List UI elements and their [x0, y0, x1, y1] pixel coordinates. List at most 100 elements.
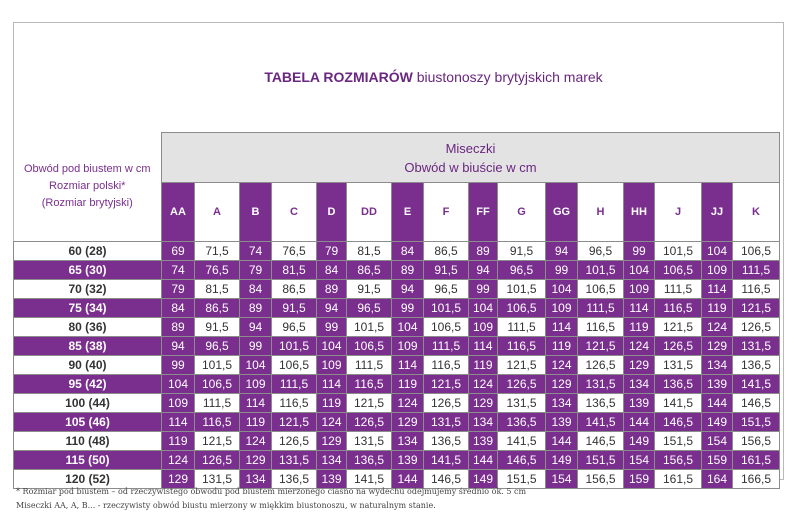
table-row: 90 (40) 99 101,5 104 106,5 109 111,5 114 116,5 11… — [13, 355, 780, 375]
table-cell: 109 — [623, 279, 655, 299]
table-cell: 116,5 — [497, 336, 546, 356]
table-cell: 111,5 — [577, 298, 624, 318]
table-cell: 106,5 — [271, 355, 317, 375]
table-cell: 144 — [701, 393, 733, 413]
table-cell: 136,5 — [654, 374, 702, 394]
table-cell: 86,5 — [423, 241, 469, 261]
table-cell: 121,5 — [346, 393, 392, 413]
table-cell: 111,5 — [271, 374, 317, 394]
table-cell: 111,5 — [732, 260, 780, 280]
row-label: 80 (36) — [13, 317, 162, 337]
table-cell: 121,5 — [497, 355, 546, 375]
table-cell: 134 — [316, 450, 347, 470]
table-cell: 79 — [161, 279, 195, 299]
table-cell: 161,5 — [654, 469, 702, 489]
table-row: 110 (48) 119 121,5 124 126,5 129 131,5 134 136,5… — [13, 431, 780, 451]
row-label: 100 (44) — [13, 393, 162, 413]
table-cell: 104 — [239, 355, 272, 375]
table-cell: 86,5 — [271, 279, 317, 299]
page-title: TABELA ROZMIARÓW biustonoszy brytyjskich… — [264, 69, 602, 85]
table-cell: 91,5 — [497, 241, 546, 261]
table-cell: 116,5 — [194, 412, 240, 432]
table-cell: 146,5 — [577, 431, 624, 451]
row-label: 95 (42) — [13, 374, 162, 394]
table-cell: 91,5 — [271, 298, 317, 318]
table-cell: 106,5 — [346, 336, 392, 356]
table-cell: 71,5 — [194, 241, 240, 261]
table-cell: 79 — [316, 241, 347, 261]
table-cell: 121,5 — [577, 336, 624, 356]
table-cell: 164 — [701, 469, 733, 489]
table-cell: 129 — [468, 393, 498, 413]
table-cell: 76,5 — [194, 260, 240, 280]
table-cell: 119 — [239, 412, 272, 432]
table-cell: 114 — [545, 317, 578, 337]
table-cell: 129 — [391, 412, 424, 432]
table-cell: 106,5 — [577, 279, 624, 299]
table-row: 80 (36) 89 91,5 94 96,5 99 101,5 104 106,5 109 111… — [13, 317, 780, 337]
table-cell: 124 — [239, 431, 272, 451]
table-cell: 146,5 — [732, 393, 780, 413]
table-cell: 96,5 — [577, 241, 624, 261]
table-cell: 106,5 — [423, 317, 469, 337]
table-cell: 99 — [316, 317, 347, 337]
table-cell: 146,5 — [497, 450, 546, 470]
table-row: 75 (34) 84 86,5 89 91,5 94 96,5 99 101,5 104 106,5… — [13, 298, 780, 318]
table-cell: 151,5 — [732, 412, 780, 432]
table-cell: 106,5 — [497, 298, 546, 318]
table-row: 70 (32) 79 81,5 84 86,5 89 91,5 94 96,5 99 101,5 10… — [13, 279, 780, 299]
table-cell: 126,5 — [732, 317, 780, 337]
table-cell: 111,5 — [423, 336, 469, 356]
table-cell: 101,5 — [577, 260, 624, 280]
table-cell: 116,5 — [732, 279, 780, 299]
table-cell: 159 — [623, 469, 655, 489]
cup-header-ff: FF — [468, 182, 498, 242]
table-cell: 119 — [701, 298, 733, 318]
table-cell: 139 — [545, 412, 578, 432]
title-rest: biustonoszy brytyjskich marek — [412, 69, 603, 85]
table-cell: 99 — [161, 355, 195, 375]
table-cell: 89 — [316, 279, 347, 299]
table-cell: 96,5 — [271, 317, 317, 337]
table-cell: 116,5 — [654, 298, 702, 318]
table-cell: 104 — [468, 298, 498, 318]
table-cell: 149 — [623, 431, 655, 451]
table-cell: 126,5 — [577, 355, 624, 375]
table-cell: 91,5 — [194, 317, 240, 337]
table-cell: 114 — [316, 374, 347, 394]
cup-header-aa: AA — [161, 182, 195, 242]
table-row: 115 (50) 124 126,5 129 131,5 134 136,5 139 141,5… — [13, 450, 780, 470]
table-cell: 76,5 — [271, 241, 317, 261]
cup-header-b: B — [239, 182, 272, 242]
table-cell: 129 — [623, 355, 655, 375]
table-cell: 109 — [239, 374, 272, 394]
table-cell: 86,5 — [346, 260, 392, 280]
table-cell: 116,5 — [346, 374, 392, 394]
table-cell: 99 — [545, 260, 578, 280]
table-cell: 136,5 — [346, 450, 392, 470]
table-cell: 116,5 — [271, 393, 317, 413]
table-cell: 119 — [391, 374, 424, 394]
cup-row: AA A B C D DD E F FF G GG H HH J JJ K — [14, 182, 780, 242]
cup-header-h: H — [577, 182, 624, 242]
cups-header-line2: Obwód w biuście w cm — [404, 159, 537, 175]
table-cell: 101,5 — [346, 317, 392, 337]
table-cell: 96,5 — [346, 298, 392, 318]
table-cell: 139 — [316, 469, 347, 489]
table-cell: 124 — [161, 450, 195, 470]
corner-line3: (Rozmiar brytyjski) — [41, 196, 133, 209]
row-label: 115 (50) — [13, 450, 162, 470]
table-cell: 101,5 — [271, 336, 317, 356]
table-cell: 114 — [391, 355, 424, 375]
table-cell: 161,5 — [732, 450, 780, 470]
table-cell: 119 — [161, 431, 195, 451]
table-cell: 141,5 — [732, 374, 780, 394]
table-cell: 74 — [239, 241, 272, 261]
row-label: 60 (28) — [13, 241, 162, 261]
table-cell: 154 — [701, 431, 733, 451]
table-cell: 84 — [391, 241, 424, 261]
table-cell: 139 — [701, 374, 733, 394]
table-cell: 111,5 — [194, 393, 240, 413]
table-cell: 101,5 — [497, 279, 546, 299]
table-cell: 96,5 — [194, 336, 240, 356]
